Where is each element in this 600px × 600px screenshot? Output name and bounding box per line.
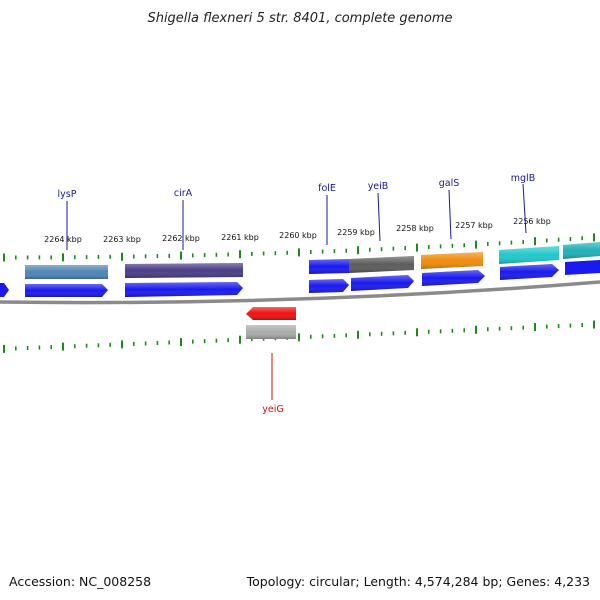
gene-label-fole[interactable]: folE (318, 183, 336, 194)
genome-backbone (0, 280, 600, 305)
tick-label-2256: 2256 kbp (513, 217, 551, 226)
cds-arrow-left-edge[interactable] (0, 283, 9, 297)
outer-tick-row (3, 233, 595, 262)
gene-label-cira[interactable]: cirA (174, 188, 193, 199)
tick-label-2260: 2260 kbp (279, 231, 317, 240)
tick-label-2261: 2261 kbp (221, 233, 259, 242)
tick-label-2263: 2263 kbp (103, 235, 141, 244)
tick-label-2262: 2262 kbp (162, 234, 200, 243)
inner-tick-row (3, 320, 595, 353)
tick-label-2259: 2259 kbp (337, 228, 375, 237)
leader-yeib (377, 192, 381, 242)
map-title: Shigella flexneri 5 str. 8401, complete … (147, 11, 452, 26)
gene-leaders (66, 183, 527, 250)
gene-label-yeig[interactable]: yeiG (262, 404, 283, 415)
gene-label-mglb[interactable]: mglB (511, 173, 535, 184)
gene-label-yeib[interactable]: yeiB (368, 181, 389, 192)
gene-label-gals[interactable]: galS (439, 178, 460, 189)
leader-gals (448, 189, 452, 240)
tick-label-2264: 2264 kbp (44, 235, 82, 244)
genome-summary-text: Topology: circular; Length: 4,574,284 bp… (246, 574, 590, 589)
tick-label-2258: 2258 kbp (396, 224, 434, 233)
accession-text: Accession: NC_008258 (9, 574, 151, 589)
tick-label-2257: 2257 kbp (455, 221, 493, 230)
gene-label-lysp[interactable]: lysP (58, 189, 77, 200)
cds-arrow-right-edge[interactable] (565, 260, 600, 275)
leader-mglb (522, 183, 527, 234)
